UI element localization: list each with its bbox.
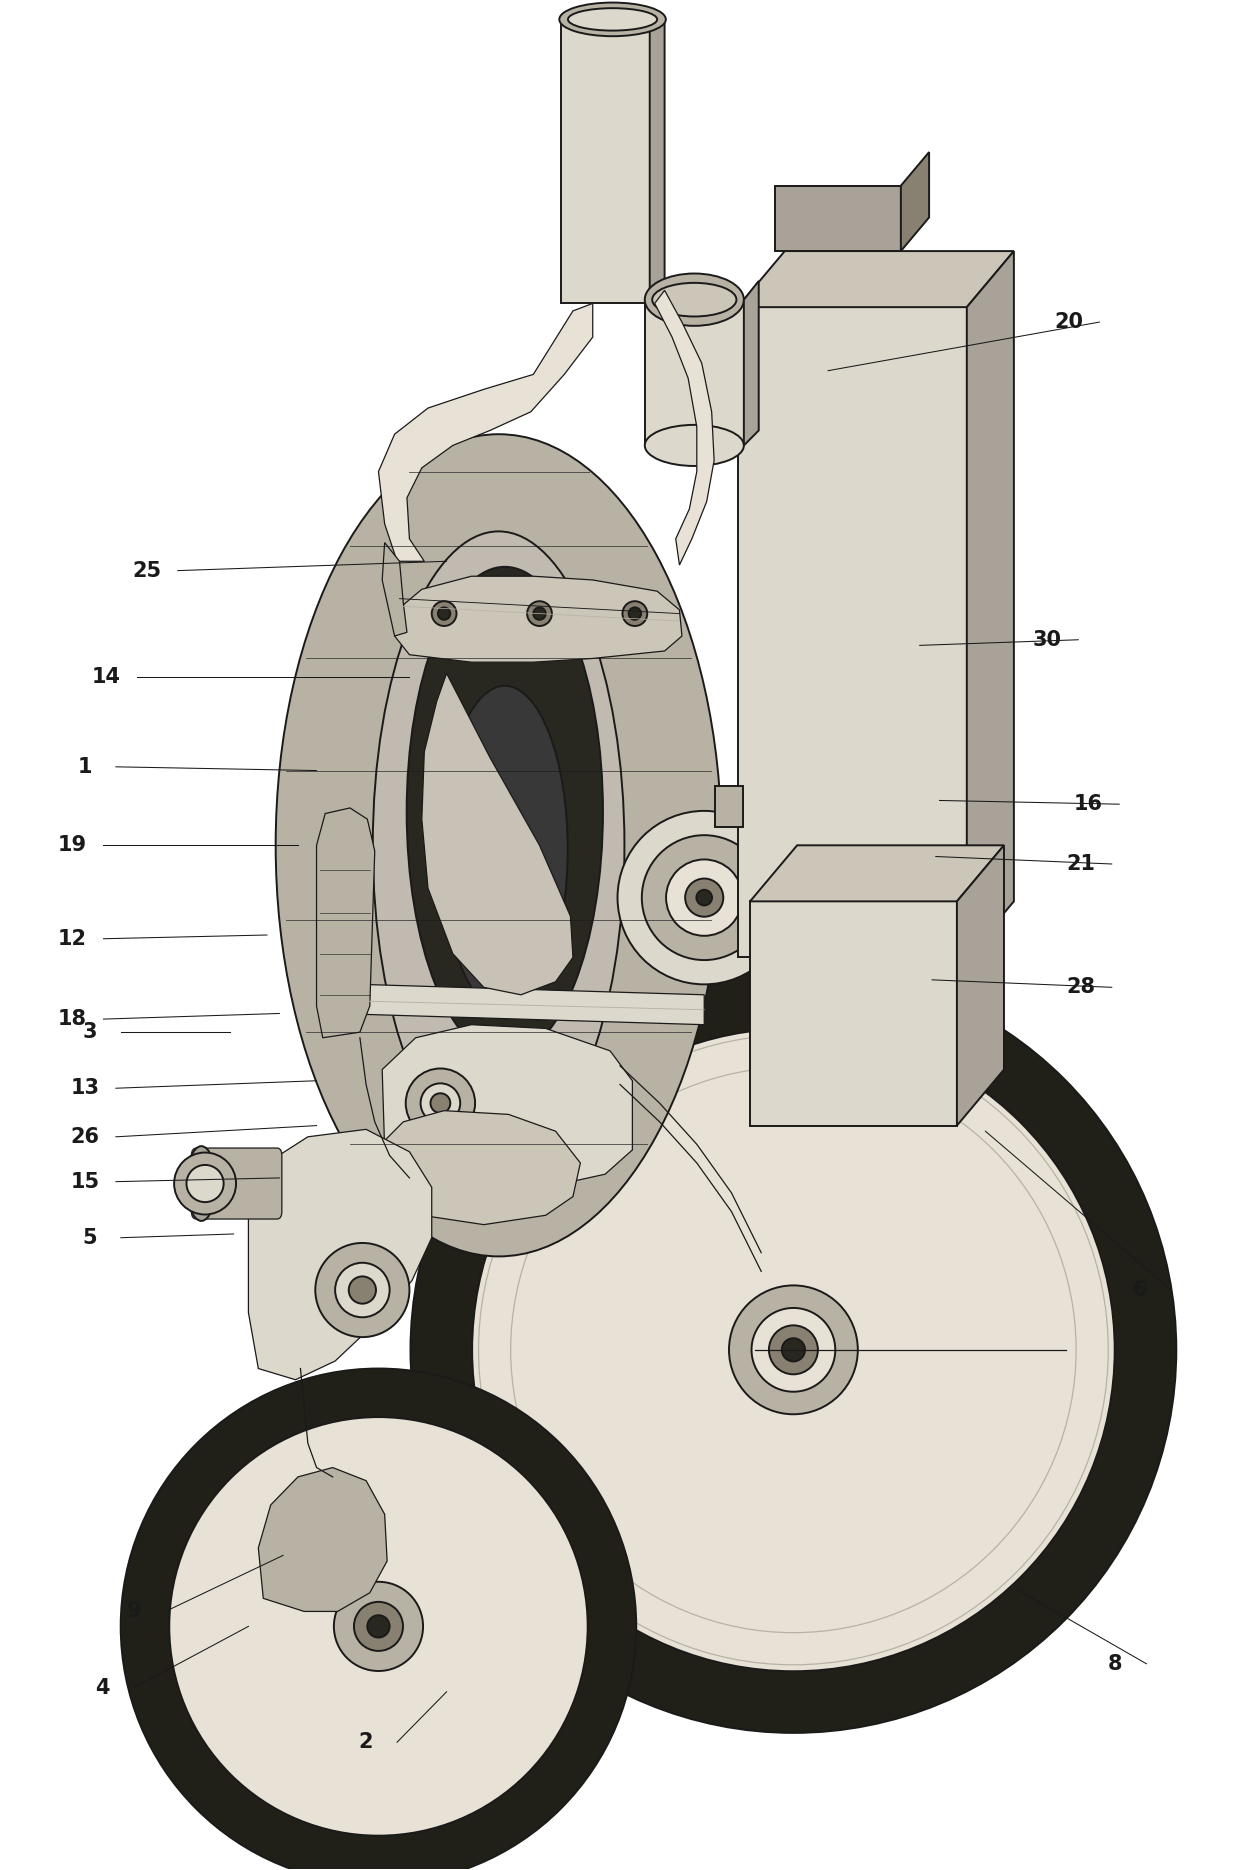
Ellipse shape (174, 1152, 236, 1214)
Polygon shape (382, 542, 407, 636)
Text: 8: 8 (1109, 1653, 1122, 1674)
Polygon shape (900, 151, 929, 251)
Ellipse shape (186, 1165, 223, 1202)
Ellipse shape (559, 2, 666, 36)
Ellipse shape (533, 608, 546, 619)
Polygon shape (258, 1468, 387, 1612)
Text: 19: 19 (58, 836, 87, 855)
Ellipse shape (629, 608, 641, 619)
Polygon shape (248, 1129, 432, 1380)
Ellipse shape (432, 602, 456, 626)
Ellipse shape (618, 812, 791, 984)
FancyBboxPatch shape (715, 785, 743, 827)
Ellipse shape (410, 967, 1177, 1733)
Ellipse shape (781, 1339, 805, 1361)
Polygon shape (382, 1025, 632, 1187)
FancyBboxPatch shape (775, 185, 900, 251)
Polygon shape (378, 303, 593, 561)
Ellipse shape (120, 1369, 636, 1870)
Ellipse shape (441, 686, 568, 1012)
Text: 6: 6 (1133, 1281, 1147, 1300)
Text: 5: 5 (83, 1229, 97, 1247)
Ellipse shape (353, 1603, 403, 1651)
FancyBboxPatch shape (441, 1118, 479, 1159)
Polygon shape (738, 251, 1014, 307)
Ellipse shape (645, 424, 744, 466)
Text: 21: 21 (1066, 855, 1095, 873)
Polygon shape (750, 845, 1004, 901)
Polygon shape (650, 19, 665, 303)
Text: 16: 16 (1074, 795, 1102, 813)
Text: 25: 25 (133, 561, 161, 580)
Polygon shape (744, 280, 759, 445)
Ellipse shape (769, 1326, 818, 1374)
Text: 28: 28 (1066, 978, 1095, 997)
Text: 1: 1 (78, 757, 92, 776)
Ellipse shape (275, 434, 722, 1257)
Text: 3: 3 (83, 1023, 97, 1042)
FancyBboxPatch shape (738, 307, 967, 957)
Ellipse shape (170, 1417, 588, 1836)
Ellipse shape (407, 567, 603, 1057)
Ellipse shape (729, 1285, 858, 1414)
Polygon shape (422, 673, 573, 995)
Ellipse shape (686, 879, 723, 916)
Ellipse shape (751, 1307, 836, 1391)
Ellipse shape (430, 1094, 450, 1113)
Polygon shape (335, 984, 704, 1025)
Text: 13: 13 (71, 1079, 99, 1098)
Polygon shape (316, 808, 374, 1038)
FancyBboxPatch shape (750, 901, 957, 1126)
Ellipse shape (335, 1262, 389, 1316)
Text: 26: 26 (71, 1128, 99, 1146)
Ellipse shape (438, 608, 450, 619)
Polygon shape (655, 290, 714, 565)
Ellipse shape (334, 1582, 423, 1672)
Text: 12: 12 (58, 929, 87, 948)
Ellipse shape (652, 282, 737, 316)
Text: 9: 9 (128, 1601, 141, 1621)
Ellipse shape (186, 1146, 216, 1221)
Ellipse shape (405, 1068, 475, 1137)
Text: 30: 30 (1033, 630, 1061, 649)
Ellipse shape (666, 860, 743, 935)
Ellipse shape (472, 1028, 1115, 1672)
Text: 2: 2 (358, 1732, 373, 1752)
FancyBboxPatch shape (191, 1148, 281, 1219)
Text: 4: 4 (95, 1677, 109, 1698)
Text: 18: 18 (58, 1010, 87, 1028)
Text: 20: 20 (1054, 312, 1083, 333)
FancyBboxPatch shape (645, 299, 744, 445)
Ellipse shape (697, 890, 712, 905)
Ellipse shape (367, 1616, 389, 1638)
Ellipse shape (373, 531, 625, 1159)
Polygon shape (957, 845, 1004, 1126)
Ellipse shape (568, 7, 657, 30)
Ellipse shape (315, 1244, 409, 1337)
Ellipse shape (420, 1083, 460, 1124)
Ellipse shape (642, 836, 766, 959)
Text: 14: 14 (92, 668, 120, 686)
Ellipse shape (527, 602, 552, 626)
Polygon shape (384, 1111, 580, 1225)
Polygon shape (394, 576, 682, 662)
Text: 15: 15 (71, 1172, 99, 1191)
Ellipse shape (622, 602, 647, 626)
Ellipse shape (645, 273, 744, 325)
Polygon shape (967, 251, 1014, 957)
Ellipse shape (348, 1277, 376, 1303)
FancyBboxPatch shape (560, 22, 650, 303)
